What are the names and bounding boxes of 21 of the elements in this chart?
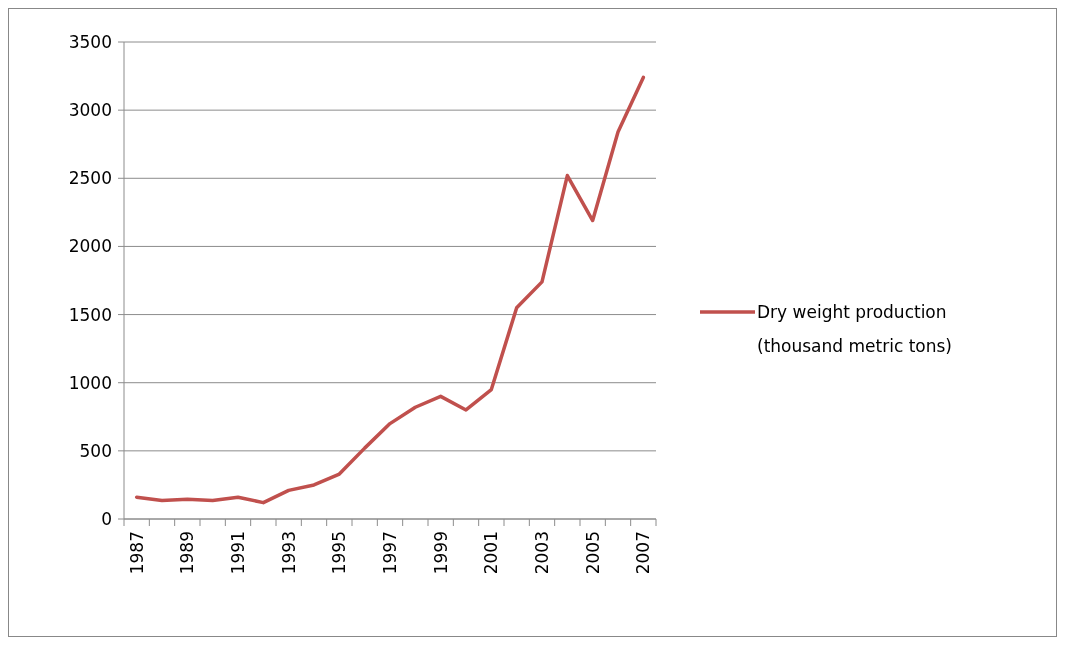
y-tick-label: 3000 <box>68 100 112 121</box>
x-tick-label: 2003 <box>531 531 552 575</box>
y-tick-label: 2000 <box>68 236 112 257</box>
x-tick-label: 1989 <box>177 531 198 575</box>
y-tick-label: 0 <box>101 508 112 529</box>
x-tick-label: 1987 <box>126 531 147 575</box>
line-series <box>134 75 646 505</box>
y-tick-label: 1000 <box>68 372 112 393</box>
x-tick-label: 1997 <box>379 531 400 575</box>
legend-label: Dry weight production (thousand metric tons) <box>757 301 952 356</box>
x-tick-label: 1993 <box>278 531 299 575</box>
y-tick-label: 3500 <box>68 31 112 52</box>
x-tick-label: 1991 <box>227 531 248 575</box>
y-tick-label: 500 <box>79 440 112 461</box>
x-tick-label: 2007 <box>633 531 654 575</box>
x-tick-label: 2001 <box>481 531 502 575</box>
y-tick-label: 1500 <box>68 304 112 325</box>
x-tick-label: 1995 <box>329 531 350 575</box>
y-tick-label: 2500 <box>68 168 112 189</box>
x-tick-label: 1999 <box>430 531 451 575</box>
x-tick-label: 2005 <box>582 531 603 575</box>
